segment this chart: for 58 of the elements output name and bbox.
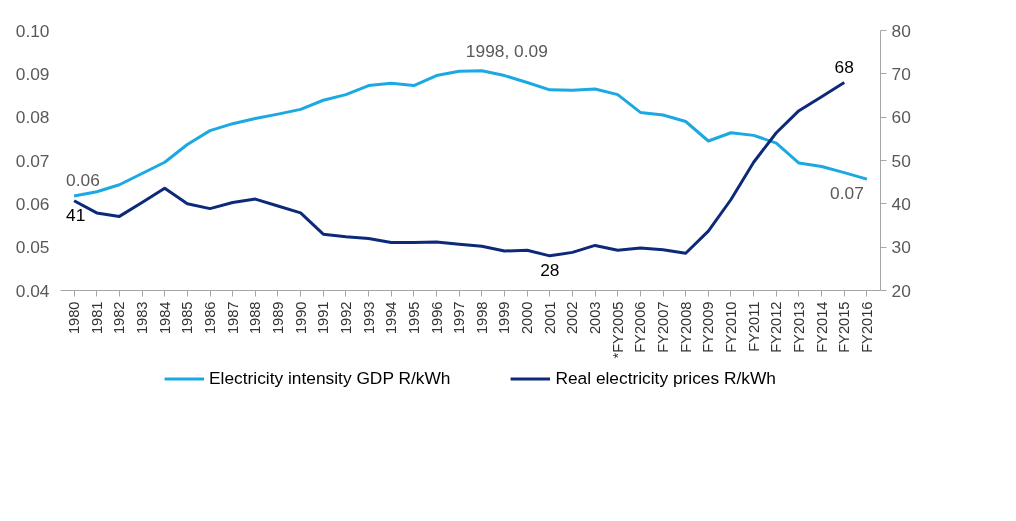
x-tick-label: 1987 [224,301,241,335]
x-tick-label: 1982 [111,301,128,335]
y2-tick-label: 30 [891,237,911,258]
x-tick-label: FY2006 [632,301,649,353]
x-tick-label: FY2011 [745,301,762,352]
y2-tick-label: 20 [891,280,911,301]
x-tick-label: FY2016 [858,301,875,353]
legend-label: Electricity intensity GDP R/kWh [209,367,451,389]
x-tick-label: *FY2005 [609,301,626,359]
data-label: 1998, 0.09 [465,40,548,61]
data-label: 68 [834,56,854,77]
x-tick-label: 2002 [564,301,581,335]
x-tick-label: 1997 [451,301,468,335]
y2-tick-label: 40 [891,193,911,214]
x-tick-label: 2000 [519,301,536,335]
y2-tick-label: 80 [891,20,911,41]
x-tick-label: FY2015 [836,301,853,353]
x-tick-label: 1990 [292,301,309,335]
x-tick-label: FY2010 [723,301,739,353]
x-tick-label: 1994 [383,301,400,335]
y-tick-label: 0.04 [15,280,50,301]
x-tick-label: 1986 [202,301,218,335]
x-tick-label: 2001 [541,301,558,335]
x-tick-label: 1983 [134,301,151,335]
x-tick-label: 1985 [179,301,196,335]
x-tick-label: FY2009 [700,301,717,353]
x-tick-label: 1995 [405,301,422,335]
x-tick-label: 1980 [66,301,83,335]
data-label: 28 [540,259,560,280]
y2-tick-label: 60 [891,107,911,128]
x-tick-label: FY2014 [813,301,830,353]
x-tick-label: 1981 [88,301,105,335]
x-tick-label: 1999 [496,301,513,335]
x-tick-label: 1988 [247,301,264,335]
data-label: 0.06 [66,170,100,191]
x-tick-label: FY2008 [677,301,694,353]
y-tick-label: 0.08 [15,107,50,128]
x-tick-label: 1993 [360,301,377,335]
x-tick-label: FY2013 [790,301,807,353]
y-tick-label: 0.06 [15,193,50,214]
x-tick-label: FY2007 [655,301,672,353]
legend-label: Real electricity prices R/kWh [555,367,776,389]
x-tick-label: 1984 [156,301,173,335]
x-tick-label: 1992 [337,301,354,335]
y2-tick-label: 50 [891,150,911,171]
x-tick-label: 2003 [587,301,604,335]
x-tick-label: 1991 [315,301,332,335]
x-tick-label: 1998 [473,301,490,335]
data-label: 41 [66,204,86,225]
y-tick-label: 0.09 [15,63,50,84]
x-tick-label: 1996 [428,301,445,335]
x-tick-label: 1989 [269,301,286,335]
x-tick-label: FY2012 [768,301,785,353]
y-tick-label: 0.05 [15,237,50,258]
data-label: 0.07 [830,183,864,204]
y-tick-label: 0.10 [15,20,50,41]
y-tick-label: 0.07 [15,150,50,171]
y2-tick-label: 70 [891,63,911,84]
